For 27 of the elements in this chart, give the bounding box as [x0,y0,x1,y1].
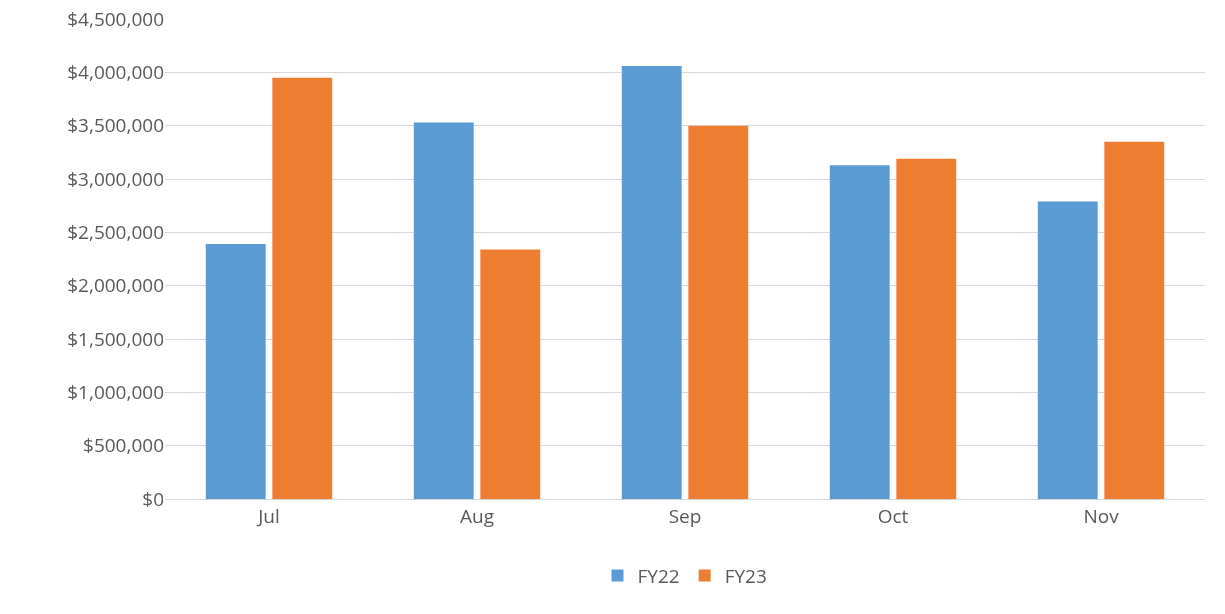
bar [480,249,541,499]
y-tick-label: $2,500,000 [67,218,164,245]
x-tick-label: Jul [256,502,280,529]
x-tick-label: Nov [1083,502,1120,529]
bar [688,125,749,499]
bar [205,244,266,499]
x-tick-label: Sep [668,502,702,529]
bar [896,158,957,499]
bar [621,65,682,499]
y-tick-label: $500,000 [83,432,164,459]
x-tick-label: Aug [460,502,494,529]
y-tick-label: $0 [142,485,164,512]
y-tick-label: $3,000,000 [67,165,164,192]
bar [272,77,333,499]
x-tick-label: Oct [877,502,909,529]
bar [829,165,890,499]
y-tick-label: $4,000,000 [67,58,164,85]
y-tick-label: $1,000,000 [67,378,164,405]
bar [1104,141,1165,499]
bar [413,122,474,499]
y-tick-label: $3,500,000 [67,112,164,139]
y-tick-label: $1,500,000 [67,325,164,352]
bar [1037,201,1098,499]
y-tick-label: $2,000,000 [67,272,164,299]
legend-label: FY23 [724,562,767,589]
legend-label: FY22 [637,562,680,589]
y-tick-label: $4,500,000 [67,5,164,32]
